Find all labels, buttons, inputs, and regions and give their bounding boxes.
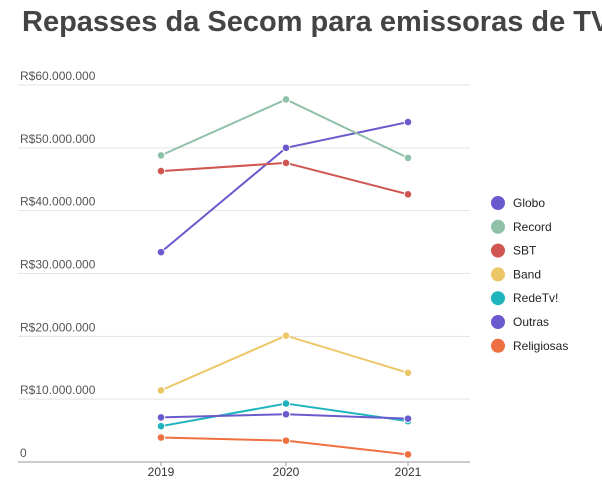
data-point-redetv[interactable] bbox=[156, 421, 166, 431]
legend-label-globo[interactable]: Globo bbox=[513, 196, 545, 210]
data-point-religiosas[interactable] bbox=[281, 436, 291, 445]
legend-swatch-band bbox=[491, 267, 505, 282]
series-line-sbt bbox=[160, 161, 409, 196]
y-tick-label: R$40.000.000 bbox=[20, 195, 96, 209]
x-tick-label: 2021 bbox=[395, 465, 422, 479]
data-point-record[interactable] bbox=[403, 153, 413, 163]
legend-swatch-sbt bbox=[491, 243, 505, 258]
legend-swatch-redetv bbox=[491, 291, 505, 306]
data-point-sbt[interactable] bbox=[281, 158, 291, 168]
y-tick-label: R$50.000.000 bbox=[20, 132, 96, 146]
legend-label-redetv[interactable]: RedeTv! bbox=[513, 291, 558, 305]
y-tick-label: R$10.000.000 bbox=[20, 383, 96, 397]
data-point-redetv[interactable] bbox=[281, 399, 291, 408]
legend-label-record[interactable]: Record bbox=[513, 220, 552, 234]
legend: Globo Record SBT Band RedeTv! Outras Religiosa… bbox=[491, 196, 568, 353]
y-tick-label: 0 bbox=[20, 446, 27, 460]
legend-label-outras[interactable]: Outras bbox=[513, 315, 549, 329]
y-axis-ticks: 0 R$10.000.000 R$20.000.000 R$30.000.000 R$4… bbox=[20, 69, 96, 460]
data-point-globo[interactable] bbox=[281, 143, 291, 153]
data-point-record[interactable] bbox=[281, 95, 291, 104]
data-point-outras[interactable] bbox=[281, 409, 291, 419]
y-tick-label: R$60.000.000 bbox=[20, 69, 96, 83]
data-point-band[interactable] bbox=[403, 368, 413, 378]
data-point-band[interactable] bbox=[156, 386, 166, 395]
series-line-globo bbox=[160, 121, 409, 253]
x-axis-ticks: 2019 2020 2021 bbox=[148, 462, 422, 479]
legend-label-band[interactable]: Band bbox=[513, 267, 541, 281]
data-point-outras[interactable] bbox=[156, 413, 166, 422]
legend-swatch-globo bbox=[491, 196, 505, 210]
series-group bbox=[156, 95, 413, 459]
data-point-globo[interactable] bbox=[403, 117, 413, 127]
data-point-religiosas[interactable] bbox=[156, 433, 166, 442]
y-tick-label: R$20.000.000 bbox=[20, 320, 96, 334]
chart-title: Repasses da Secom para emissoras de TV bbox=[22, 6, 602, 38]
data-point-record[interactable] bbox=[156, 151, 166, 160]
legend-label-sbt[interactable]: SBT bbox=[513, 244, 537, 258]
data-point-outras[interactable] bbox=[403, 414, 413, 423]
data-point-globo[interactable] bbox=[156, 247, 166, 257]
data-point-sbt[interactable] bbox=[156, 166, 166, 176]
legend-swatch-religiosas bbox=[491, 338, 505, 353]
x-tick-label: 2020 bbox=[273, 465, 300, 479]
data-point-religiosas[interactable] bbox=[403, 450, 413, 459]
legend-swatch-outras bbox=[491, 315, 505, 329]
y-tick-label: R$30.000.000 bbox=[20, 258, 96, 272]
data-point-sbt[interactable] bbox=[403, 190, 413, 199]
x-tick-label: 2019 bbox=[148, 465, 175, 479]
series-line-band bbox=[160, 334, 409, 392]
gridlines bbox=[18, 84, 470, 463]
legend-label-religiosas[interactable]: Religiosas bbox=[513, 339, 568, 353]
legend-swatch-record bbox=[491, 219, 505, 234]
data-point-band[interactable] bbox=[281, 331, 291, 341]
